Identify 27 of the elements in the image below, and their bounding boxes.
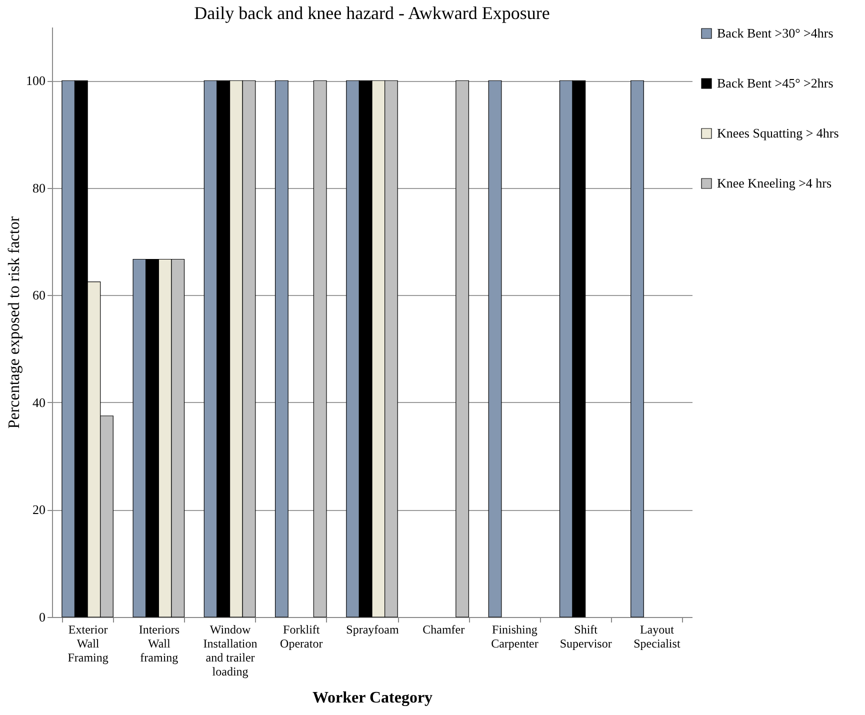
legend-label: Back Bent >45° >2hrs [717,76,834,90]
bar [456,80,470,618]
legend-label: Knees Squatting > 4hrs [717,126,839,140]
bar [313,80,327,618]
x-tick-label: Forklift Operator [280,622,323,650]
legend-label: Back Bent >30° >4hrs [717,26,834,40]
x-tick-label: Interiors Wall framing [138,622,180,664]
chart-title: Daily back and knee hazard - Awkward Exposure [194,3,550,23]
x-tick-label: Finishing Carpenter [491,622,538,650]
x-tick-label: Exterior Wall Framing [68,622,108,664]
x-tick-label: Chamfer [422,622,465,636]
x-tick-label: Layout Specialist [634,622,681,650]
x-tick-label: Shift Supervisor [560,622,612,650]
y-tick-label: 20 [32,502,46,518]
y-tick-label: 40 [32,394,46,410]
legend-label: Knee Kneeling >4 hrs [717,176,832,190]
x-axis-title: Worker Category [312,690,433,706]
x-tick-label: Window Installation and trailer loading [203,622,258,678]
y-tick-label: 80 [32,180,46,196]
y-tick-label: 100 [26,73,46,88]
y-tick-label: 60 [32,288,46,303]
bar [274,80,288,618]
bar [488,80,502,618]
y-axis-title: Percentage exposed to risk factor [6,216,23,429]
x-tick-label: Sprayfoam [346,622,400,636]
y-tick-label: 0 [39,610,46,624]
bar [630,80,644,618]
